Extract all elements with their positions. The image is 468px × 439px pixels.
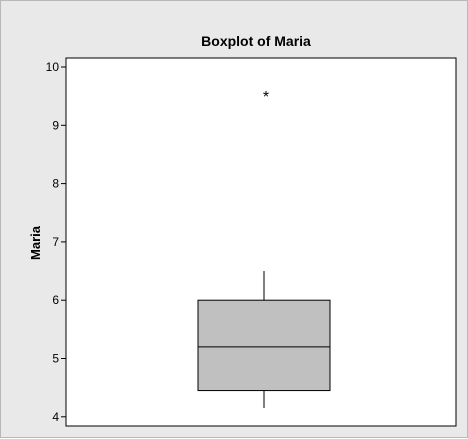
y-tick-label: 8 bbox=[52, 177, 59, 191]
y-axis-label: Maria bbox=[28, 225, 43, 260]
box-group: * bbox=[197, 89, 331, 409]
outlier-point: * bbox=[263, 89, 269, 106]
y-tick-label: 6 bbox=[52, 293, 59, 307]
box-iqr bbox=[197, 299, 331, 392]
y-tick-label: 5 bbox=[52, 352, 59, 366]
y-tick-label: 10 bbox=[46, 60, 60, 74]
y-tick-label: 4 bbox=[52, 410, 59, 424]
y-axis: 4 5 6 7 8 9 10 bbox=[46, 60, 66, 424]
chart-title: Boxplot of Maria bbox=[201, 33, 311, 49]
y-tick-label: 7 bbox=[52, 235, 59, 249]
y-tick-label: 9 bbox=[52, 118, 59, 132]
